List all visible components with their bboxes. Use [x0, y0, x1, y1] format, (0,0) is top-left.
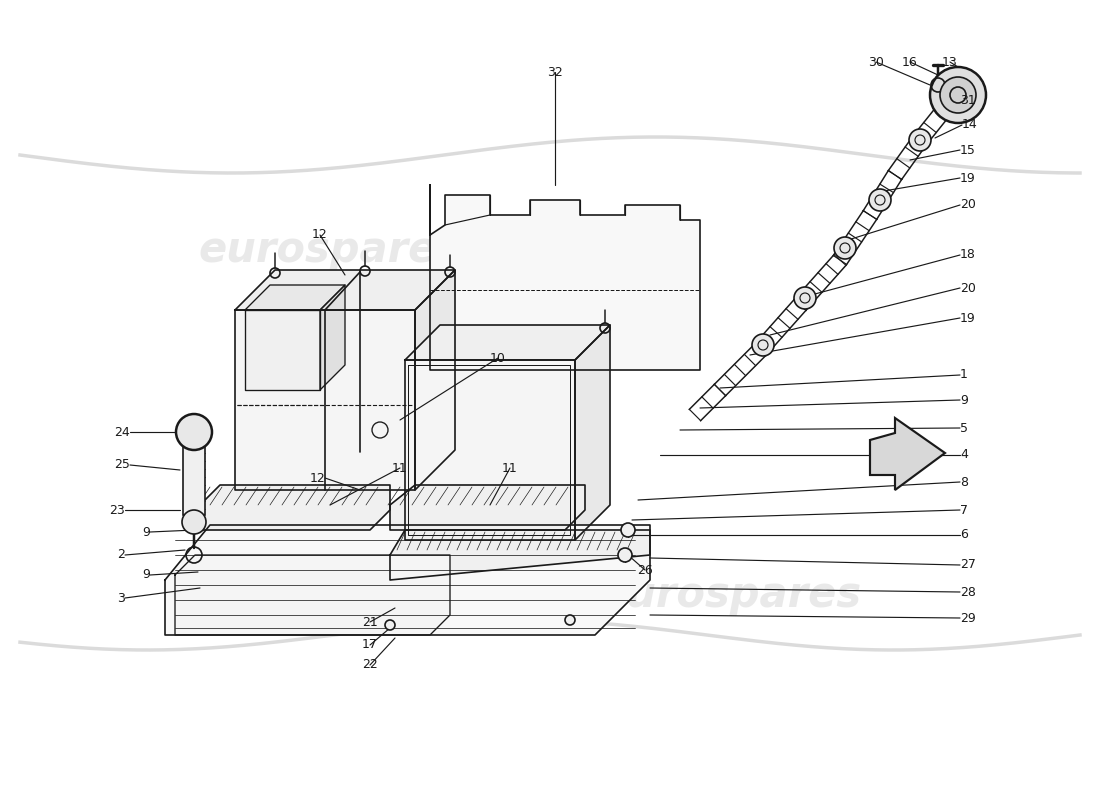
Circle shape: [618, 548, 632, 562]
Text: 9: 9: [960, 394, 968, 406]
Text: 6: 6: [960, 529, 968, 542]
Circle shape: [930, 67, 986, 123]
Text: 20: 20: [960, 198, 976, 211]
Circle shape: [621, 523, 635, 537]
Text: 19: 19: [960, 311, 976, 325]
Text: 27: 27: [960, 558, 976, 571]
Text: 32: 32: [547, 66, 563, 78]
Polygon shape: [175, 555, 450, 635]
Polygon shape: [870, 418, 945, 490]
Text: 24: 24: [114, 426, 130, 438]
Polygon shape: [165, 525, 650, 635]
Text: 25: 25: [114, 458, 130, 471]
Text: eurospares: eurospares: [198, 229, 462, 271]
Circle shape: [869, 189, 891, 211]
Polygon shape: [390, 485, 585, 530]
Polygon shape: [245, 310, 320, 390]
Text: 22: 22: [362, 658, 378, 671]
Text: 19: 19: [960, 171, 976, 185]
Text: 5: 5: [960, 422, 968, 434]
Circle shape: [940, 77, 976, 113]
Text: 16: 16: [902, 55, 917, 69]
Circle shape: [834, 237, 856, 259]
Text: 12: 12: [309, 471, 324, 485]
Text: 17: 17: [362, 638, 378, 651]
Text: 18: 18: [960, 249, 976, 262]
Text: eurospares: eurospares: [598, 574, 861, 616]
Circle shape: [385, 620, 395, 630]
Polygon shape: [245, 285, 345, 310]
Polygon shape: [405, 325, 611, 360]
Polygon shape: [430, 185, 700, 370]
Text: 11: 11: [502, 462, 518, 474]
Text: 7: 7: [960, 503, 968, 517]
Polygon shape: [415, 270, 455, 490]
Circle shape: [176, 414, 212, 450]
Text: 28: 28: [960, 586, 976, 598]
Circle shape: [909, 129, 931, 151]
Text: 3: 3: [117, 591, 125, 605]
Bar: [183, 435, 205, 515]
Text: 31: 31: [960, 94, 976, 106]
Circle shape: [182, 510, 206, 534]
Circle shape: [794, 287, 816, 309]
Polygon shape: [575, 325, 611, 540]
Polygon shape: [235, 270, 455, 310]
Text: 8: 8: [960, 475, 968, 489]
Polygon shape: [390, 530, 650, 580]
Text: 30: 30: [868, 55, 884, 69]
Polygon shape: [320, 285, 345, 390]
Text: 2: 2: [117, 549, 125, 562]
Text: 11: 11: [392, 462, 408, 474]
Polygon shape: [235, 310, 415, 490]
Text: 9: 9: [142, 526, 150, 538]
Circle shape: [752, 334, 774, 356]
Text: 23: 23: [109, 503, 125, 517]
Text: 9: 9: [142, 569, 150, 582]
Text: 1: 1: [960, 369, 968, 382]
Text: 15: 15: [960, 143, 976, 157]
Text: 29: 29: [960, 611, 976, 625]
Polygon shape: [405, 360, 575, 540]
Circle shape: [565, 615, 575, 625]
Text: 14: 14: [962, 118, 978, 131]
Text: 4: 4: [960, 449, 968, 462]
Text: 21: 21: [362, 615, 378, 629]
Text: 10: 10: [491, 351, 506, 365]
Polygon shape: [200, 485, 390, 530]
Text: 26: 26: [637, 563, 653, 577]
Text: 20: 20: [960, 282, 976, 294]
Text: 13: 13: [942, 55, 958, 69]
Text: 12: 12: [312, 229, 328, 242]
